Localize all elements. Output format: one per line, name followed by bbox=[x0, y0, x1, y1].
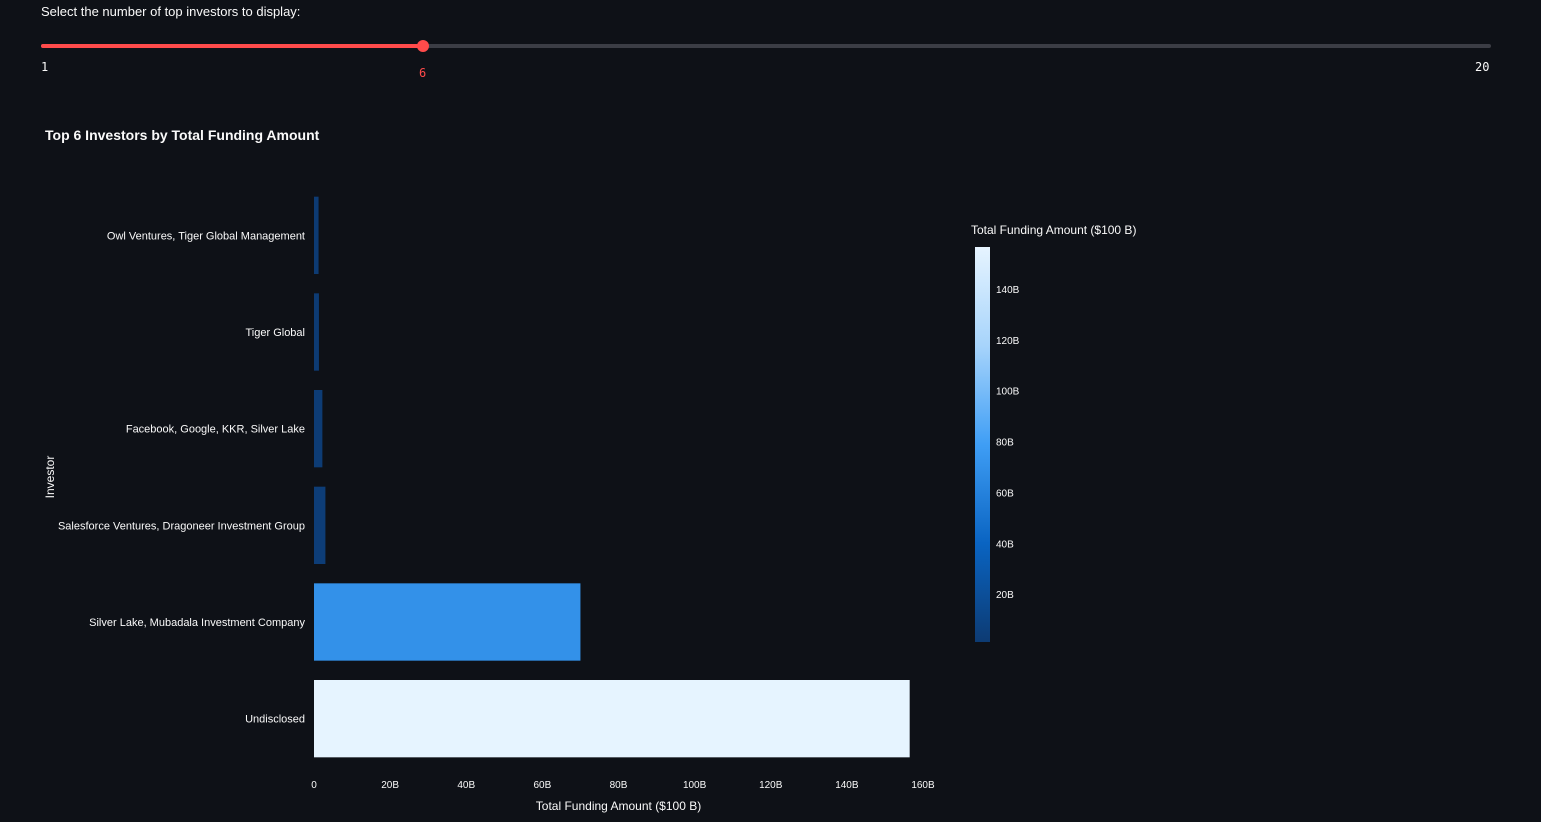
x-tick-label: 80B bbox=[610, 780, 628, 791]
chart-title: Top 6 Investors by Total Funding Amount bbox=[45, 127, 320, 143]
y-tick-label: Silver Lake, Mubadala Investment Company bbox=[89, 617, 305, 629]
x-tick-label: 0 bbox=[311, 780, 317, 791]
colorbar-tick-label: 80B bbox=[996, 438, 1014, 449]
slider-track[interactable]: 6 bbox=[41, 40, 1491, 80]
slider-fill bbox=[41, 44, 423, 48]
y-tick-label: Salesforce Ventures, Dragoneer Investmen… bbox=[58, 520, 305, 532]
colorbar-tick-label: 20B bbox=[996, 590, 1014, 601]
x-axis-title: Total Funding Amount ($100 B) bbox=[536, 799, 701, 813]
colorbar-tick-label: 60B bbox=[996, 488, 1014, 499]
bar-4 bbox=[314, 583, 581, 661]
y-tick-label: Undisclosed bbox=[245, 714, 305, 726]
bar-3 bbox=[314, 486, 326, 564]
x-tick-label: 160B bbox=[911, 780, 935, 791]
y-axis-title: Investor bbox=[43, 456, 57, 499]
bar-1 bbox=[314, 293, 319, 371]
colorbar-tick-label: 100B bbox=[996, 387, 1020, 398]
colorbar bbox=[975, 247, 990, 642]
x-tick-label: 20B bbox=[381, 780, 399, 791]
colorbar-tick-label: 120B bbox=[996, 336, 1020, 347]
colorbar-tick-label: 140B bbox=[996, 285, 1020, 296]
x-tick-label: 140B bbox=[835, 780, 859, 791]
slider-min-label: 1 bbox=[41, 60, 49, 74]
bar-0 bbox=[314, 196, 319, 274]
x-tick-label: 40B bbox=[457, 780, 475, 791]
slider-max-label: 20 bbox=[1475, 60, 1490, 74]
slider-label: Select the number of top investors to di… bbox=[41, 4, 301, 19]
x-tick-label: 120B bbox=[759, 780, 783, 791]
y-tick-label: Tiger Global bbox=[245, 327, 305, 339]
x-tick-label: 100B bbox=[683, 780, 707, 791]
slider-value: 6 bbox=[418, 66, 427, 80]
colorbar-tick-label: 40B bbox=[996, 539, 1014, 550]
colorbar-title: Total Funding Amount ($100 B) bbox=[971, 223, 1136, 237]
bar-2 bbox=[314, 390, 323, 468]
y-tick-label: Facebook, Google, KKR, Silver Lake bbox=[126, 424, 305, 436]
y-tick-label: Owl Ventures, Tiger Global Management bbox=[107, 230, 305, 242]
bar-5 bbox=[314, 680, 910, 758]
x-tick-label: 60B bbox=[533, 780, 551, 791]
slider-thumb[interactable] bbox=[416, 40, 429, 52]
